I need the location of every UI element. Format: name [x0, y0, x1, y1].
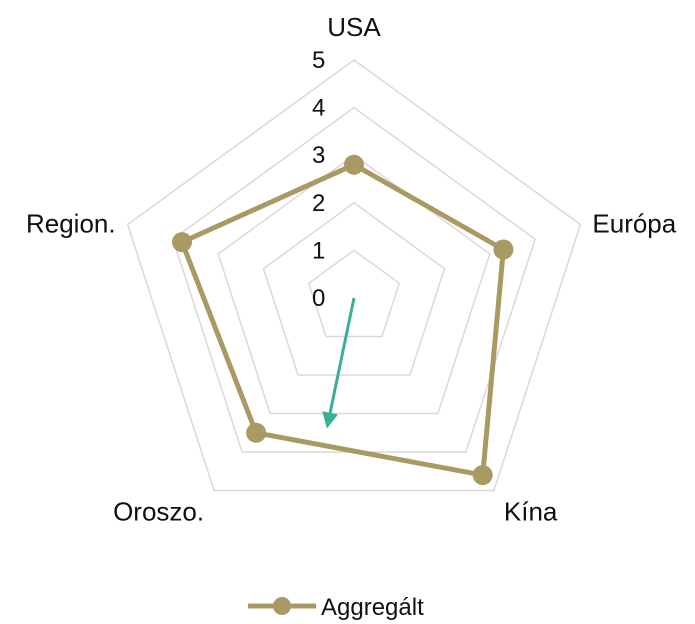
series-line-0: [179, 162, 506, 478]
legend-marker-swatch: [273, 597, 291, 615]
category-label-2: Kína: [504, 497, 558, 527]
category-label-4: Region.: [26, 209, 116, 239]
data-point-Oroszo.: [246, 422, 267, 443]
data-point-Kína: [472, 465, 493, 486]
annotation-layer: [322, 297, 356, 429]
radial-tick-label: 0: [312, 285, 325, 312]
category-label-3: Oroszo.: [113, 497, 204, 527]
radial-tick-label: 5: [312, 47, 325, 74]
grid-ring-3: [217, 154, 491, 415]
radial-tick-label: 3: [312, 142, 325, 169]
data-point-USA: [344, 154, 364, 175]
radial-tick-labels: 0 1 2 3 4 5: [312, 47, 325, 312]
annotation-arrow-shaft: [328, 297, 356, 414]
data-point-Európa: [493, 239, 514, 260]
category-label-0: USA: [327, 12, 381, 42]
data-point-Region.: [172, 232, 192, 253]
radial-tick-label: 4: [312, 95, 325, 122]
grid-ring-1: [307, 249, 401, 338]
legend-label: Aggregált: [321, 594, 424, 621]
series-layer: [172, 154, 514, 486]
radial-tick-label: 1: [312, 237, 325, 264]
category-labels: USA Európa Kína Oroszo. Region.: [26, 12, 677, 527]
category-label-1: Európa: [592, 209, 676, 239]
annotation-arrow-head: [322, 411, 338, 429]
grid-ring-5: [126, 59, 582, 492]
grid-ring-2: [262, 201, 446, 376]
legend: Aggregált: [248, 594, 424, 621]
radial-tick-label: 2: [312, 190, 325, 217]
